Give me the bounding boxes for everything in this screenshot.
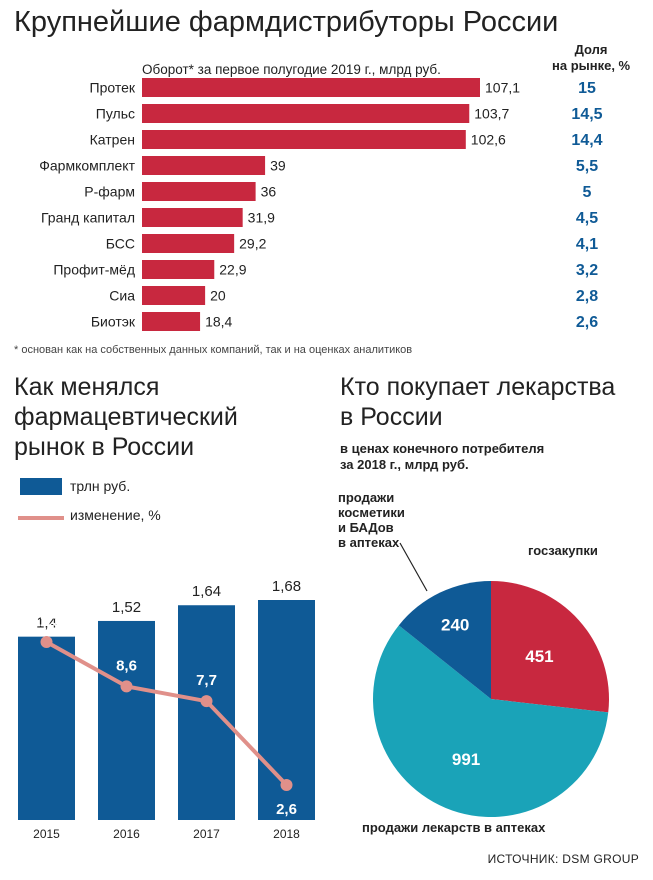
category-label: Профит-мёд: [53, 262, 135, 278]
bar: [142, 78, 480, 97]
chart-title: Крупнейшие фармдистрибуторы России: [14, 6, 559, 38]
market-share-value: 2,6: [576, 314, 598, 331]
slice-label-gov: госзакупки: [528, 543, 598, 558]
market-share-value: 15: [578, 80, 596, 97]
pie-slice: [491, 581, 609, 713]
line-point: [200, 695, 213, 708]
source-credit: ИСТОЧНИК: DSM GROUP: [487, 852, 639, 866]
market-combo-chart: 1,4 2015 1,52 2016 1,64 2017 1,68 2018 11,3 8,6 7,…: [18, 578, 315, 841]
slice-label-cosmetics: продажи: [338, 490, 394, 505]
market-title-line3: рынок в России: [14, 433, 195, 461]
legend-bar-label: трлн руб.: [70, 478, 131, 494]
value-label: 102,6: [471, 132, 506, 148]
market-share-value: 5: [583, 184, 592, 201]
line-point: [120, 680, 133, 693]
bar: [178, 605, 235, 820]
market-share-value: 2,8: [576, 288, 598, 305]
buyers-title-line2: в России: [340, 403, 443, 431]
x-tick-label: 2018: [273, 827, 300, 841]
bar: [142, 286, 206, 305]
slice-label-cosmetics: и БАДов: [338, 520, 394, 535]
legend-bar-swatch: [20, 478, 62, 495]
line-value-label: 2,6: [276, 801, 297, 818]
bar-value-label: 1,68: [272, 578, 301, 595]
value-label: 103,7: [474, 106, 509, 122]
market-title-line1: Как менялся: [14, 373, 160, 401]
market-share-value: 4,1: [576, 236, 598, 253]
market-share-value: 14,4: [571, 132, 602, 149]
value-label: 20: [210, 288, 226, 304]
slice-value-label: 451: [525, 647, 553, 666]
bar: [142, 130, 466, 149]
legend-line-swatch: [18, 516, 64, 520]
line-value-label: 8,6: [116, 657, 137, 674]
distributors-bar-chart: Протек 107,1 15 Пульс 103,7 14,5 Катрен 102,6 14…: [39, 78, 603, 331]
value-label: 18,4: [205, 314, 232, 330]
buyers-subtitle-line1: в ценах конечного потребителя: [340, 441, 545, 456]
bar-value-label: 1,4: [36, 615, 57, 632]
bar: [18, 636, 75, 820]
chart-subtitle: Оборот* за первое полугодие 2019 г., млр…: [142, 62, 441, 77]
market-share-heading-line2: на рынке, %: [552, 58, 631, 73]
bar: [142, 260, 215, 279]
value-label: 39: [270, 158, 286, 174]
market-title-line2: фармацевтический: [14, 403, 238, 431]
pie-slice: [398, 581, 491, 699]
line-value-label: 11,3: [32, 613, 60, 630]
market-chart-title: Как менялся фармацевтический рынок в Рос…: [14, 372, 238, 462]
value-label: 107,1: [485, 80, 520, 96]
bar: [142, 234, 235, 253]
market-share-value: 4,5: [576, 210, 598, 227]
value-label: 29,2: [239, 236, 266, 252]
x-tick-label: 2016: [113, 827, 140, 841]
bar-value-label: 1,64: [192, 583, 221, 600]
bar: [142, 104, 470, 123]
value-label: 36: [261, 184, 277, 200]
line-point: [40, 636, 53, 648]
value-label: 31,9: [248, 210, 275, 226]
pie-slice: [373, 625, 609, 817]
line-point: [280, 779, 293, 791]
category-label: Р-фарм: [84, 184, 135, 200]
change-line: [45, 640, 288, 787]
market-share-value: 3,2: [576, 262, 598, 279]
legend-line-label: изменение, %: [70, 507, 161, 523]
bar-value-label: 1,52: [112, 599, 141, 616]
category-label: Биотэк: [91, 314, 136, 330]
x-tick-label: 2015: [33, 827, 60, 841]
slice-value-label: 991: [452, 750, 480, 769]
market-share-heading: Доля на рынке, %: [552, 42, 630, 74]
bar: [142, 312, 201, 331]
bar: [142, 208, 243, 227]
value-label: 22,9: [219, 262, 246, 278]
category-label: Фармкомплект: [39, 158, 135, 174]
line-value-label: 7,7: [196, 672, 217, 689]
leader-line: [399, 542, 428, 592]
slice-value-label: 240: [441, 616, 469, 635]
category-label: БСС: [106, 236, 135, 252]
category-label: Пульс: [96, 106, 135, 122]
buyers-chart-subtitle: в ценах конечного потребителя за 2018 г.…: [340, 441, 544, 473]
slice-label-cosmetics: в аптеках: [338, 535, 400, 550]
x-tick-label: 2017: [193, 827, 220, 841]
buyers-chart-title: Кто покупает лекарства в России: [340, 372, 615, 432]
buyers-title-line1: Кто покупает лекарства: [340, 373, 616, 401]
category-label: Гранд капитал: [41, 210, 135, 226]
bar: [142, 182, 256, 201]
market-share-heading-line1: Доля: [574, 42, 608, 57]
bar: [142, 156, 266, 175]
footnote: * основан как на собственных данных комп…: [14, 344, 413, 356]
category-label: Сиа: [109, 288, 135, 304]
category-label: Протек: [90, 80, 136, 96]
slice-label-cosmetics: косметики: [338, 505, 405, 520]
bar: [98, 620, 155, 820]
buyers-subtitle-line2: за 2018 г., млрд руб.: [340, 457, 469, 472]
market-share-value: 5,5: [576, 158, 598, 175]
category-label: Катрен: [90, 132, 135, 148]
buyers-pie-chart: 451 991 240 госзакупки продажи лекарств в ап…: [338, 490, 609, 835]
slice-label-pharmacy-drugs: продажи лекарств в аптеках: [362, 820, 546, 835]
market-share-value: 14,5: [571, 106, 602, 123]
